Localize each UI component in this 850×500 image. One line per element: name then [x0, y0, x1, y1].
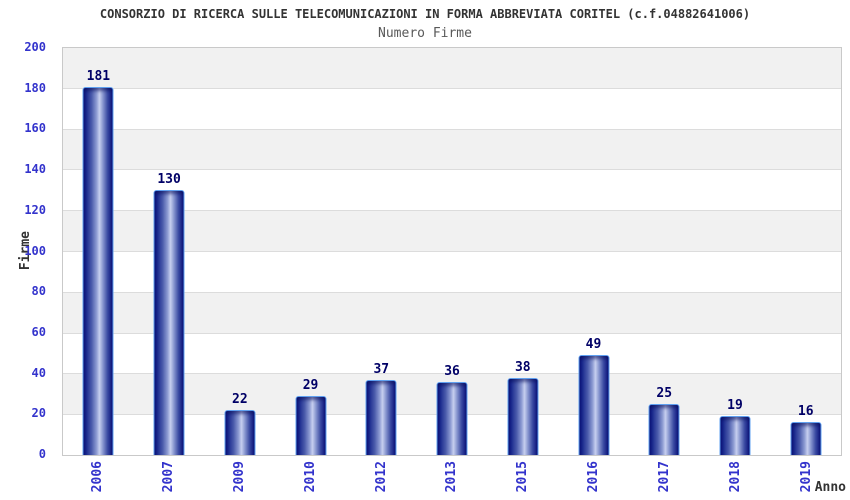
x-tick-2006: 2006: [89, 461, 105, 493]
bar-slot-2019: 16: [770, 48, 841, 455]
bar-value-label-2012: 37: [373, 361, 390, 377]
bar-2016: [578, 355, 609, 455]
plot-band: [63, 170, 841, 212]
bar-value-label-2013: 36: [444, 363, 460, 379]
plot-band: [63, 89, 841, 130]
bar-2013: [436, 381, 468, 455]
x-axis-ticks: 2006 2007 2009 2010 2012 2013 2015 2016 2017 2018…: [62, 457, 842, 499]
x-tick-2015: 2015: [515, 461, 531, 493]
bar-slot-2007: 130: [134, 48, 205, 455]
x-tick-slot-2018: 2018: [700, 457, 771, 499]
bar-slot-2013: 36: [417, 48, 488, 455]
bar-2018: [719, 416, 751, 455]
y-tick-140: 140: [24, 162, 46, 177]
chart-title: CONSORZIO DI RICERCA SULLE TELECOMUNICAZ…: [99, 7, 751, 21]
plot-area: 181 130 22 29 37 36 38 49 25 19 16: [62, 47, 842, 456]
bar-2015: [507, 377, 539, 455]
y-tick-120: 120: [24, 202, 46, 217]
bar-value-label-2017: 25: [656, 386, 673, 402]
bar-value-label-2016: 49: [585, 337, 602, 353]
y-tick-60: 60: [31, 324, 46, 339]
y-tick-80: 80: [31, 284, 46, 299]
x-tick-slot-2009: 2009: [204, 457, 275, 499]
x-tick-slot-2013: 2013: [417, 457, 488, 499]
x-tick-slot-2017: 2017: [629, 457, 700, 499]
bar-series: 181 130 22 29 37 36 38 49 25 19 16: [63, 48, 841, 455]
chart-subtitle: Numero Firme: [378, 26, 472, 41]
x-tick-2018: 2018: [728, 461, 744, 493]
bar-value-label-2007: 130: [157, 172, 181, 188]
x-tick-2012: 2012: [373, 461, 389, 493]
bar-2019: [790, 422, 822, 455]
bar-slot-2015: 38: [487, 48, 558, 455]
bar-value-label-2015: 38: [514, 359, 531, 375]
x-tick-slot-2012: 2012: [346, 457, 417, 499]
y-axis-ticks: 200 180 160 140 120 100 80 60 40 20 0: [0, 41, 62, 460]
bar-value-label-2019: 16: [797, 404, 814, 420]
plot-band: [63, 334, 841, 375]
y-tick-20: 20: [31, 406, 46, 421]
y-tick-100: 100: [24, 243, 46, 258]
x-tick-2007: 2007: [160, 461, 176, 493]
y-tick-160: 160: [24, 121, 46, 136]
y-tick-40: 40: [31, 365, 46, 380]
x-tick-2017: 2017: [657, 461, 673, 493]
bar-slot-2006: 181: [63, 48, 134, 455]
x-tick-2019: 2019: [799, 461, 815, 493]
bar-value-label-2010: 29: [302, 378, 319, 393]
bar-2006: [82, 86, 114, 455]
y-tick-0: 0: [38, 447, 46, 461]
bar-2010: [295, 396, 327, 455]
bar-slot-2016: 49: [558, 48, 629, 455]
bar-slot-2010: 29: [275, 48, 346, 455]
plot-band: [63, 129, 841, 171]
bar-2012: [365, 379, 397, 455]
x-tick-slot-2006: 2006: [62, 457, 133, 499]
x-tick-slot-2010: 2010: [275, 457, 346, 499]
plot-band: [63, 211, 841, 252]
bar-value-label-2009: 22: [232, 392, 248, 408]
y-tick-180: 180: [24, 80, 46, 95]
bar-value-label-2018: 19: [727, 398, 743, 414]
bar-2017: [648, 404, 680, 455]
x-tick-2013: 2013: [444, 461, 460, 493]
x-tick-slot-2007: 2007: [133, 457, 204, 499]
x-tick-2016: 2016: [586, 461, 602, 493]
bar-2007: [153, 190, 185, 455]
bar-slot-2018: 19: [700, 48, 771, 455]
y-tick-200: 200: [24, 40, 46, 54]
plot-band: [63, 292, 841, 334]
bar-slot-2009: 22: [204, 48, 275, 455]
plot-band: [63, 252, 841, 293]
bar-value-label-2006: 181: [86, 68, 111, 84]
bar-slot-2017: 25: [629, 48, 700, 455]
x-tick-slot-2015: 2015: [487, 457, 558, 499]
x-tick-2010: 2010: [302, 461, 318, 493]
plot-band: [63, 48, 841, 89]
x-tick-2009: 2009: [231, 461, 247, 493]
bar-slot-2012: 37: [346, 48, 417, 455]
x-axis-label: Anno: [814, 480, 846, 495]
x-tick-slot-2016: 2016: [558, 457, 629, 499]
bar-2009: [224, 410, 256, 455]
